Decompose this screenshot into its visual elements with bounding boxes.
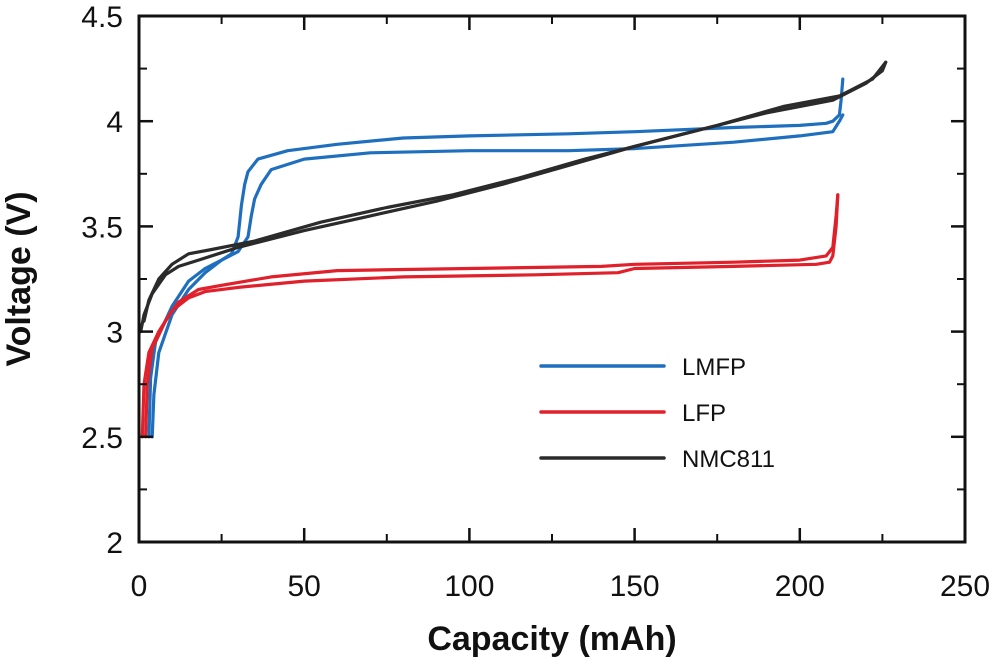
x-tick-label: 50 xyxy=(288,570,321,603)
series-nmc811-curve-2 xyxy=(142,60,888,323)
x-tick-label: 250 xyxy=(940,570,990,603)
x-tick-label: 200 xyxy=(775,570,825,603)
series-lfp-curve-1 xyxy=(140,193,840,439)
y-tick-label: 4.5 xyxy=(81,1,123,34)
x-axis-title: Capacity (mAh) xyxy=(427,620,676,658)
series-lmfp-curve-1 xyxy=(147,77,845,439)
labels-layer: 0 50 100 150 200 250 2 2.5 3 3.5 4 4.5 xyxy=(81,1,990,603)
y-tick-label: 3.5 xyxy=(81,211,123,244)
legend: LMFP LFP NMC811 xyxy=(539,354,775,473)
y-tick-label: 3 xyxy=(106,317,123,350)
ticks-layer xyxy=(137,14,967,544)
legend-label-nmc811: NMC811 xyxy=(682,446,775,473)
legend-label-lfp: LFP xyxy=(682,400,726,427)
x-tick-label: 0 xyxy=(131,570,148,603)
curves-layer xyxy=(139,60,888,439)
y-tick-label: 2 xyxy=(106,527,123,560)
series-nmc811-curve-1 xyxy=(139,60,888,334)
x-tick-label: 100 xyxy=(444,570,494,603)
y-axis-title: Voltage (V) xyxy=(0,191,38,366)
legend-label-lmfp: LMFP xyxy=(682,354,746,381)
y-tick-label: 2.5 xyxy=(81,422,123,455)
y-tick-label: 4 xyxy=(106,106,123,139)
series-lfp-curve-2 xyxy=(144,193,840,439)
x-tick-label: 150 xyxy=(610,570,660,603)
